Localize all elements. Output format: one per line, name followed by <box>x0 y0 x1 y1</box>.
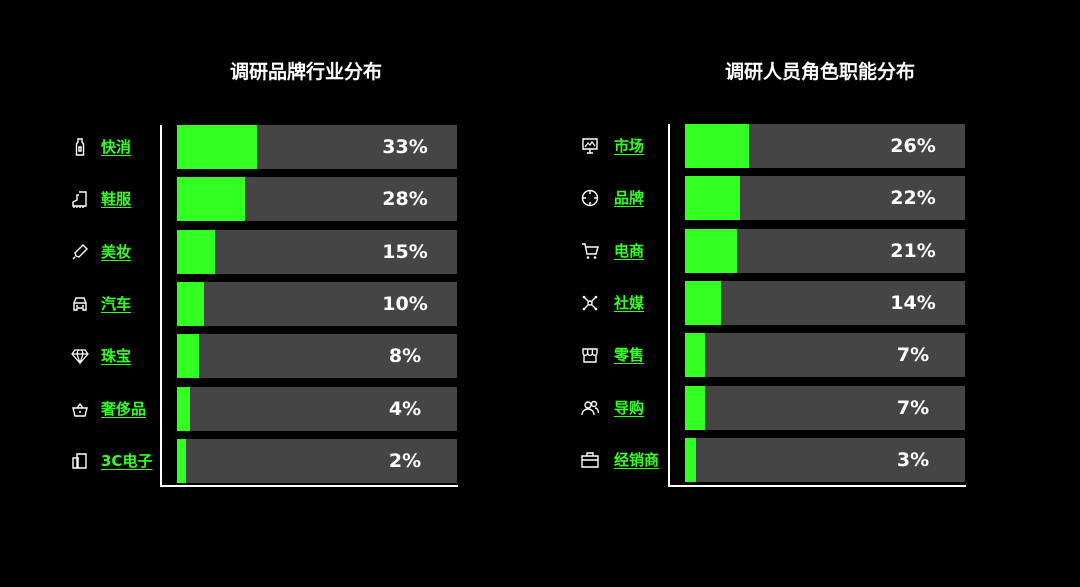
category-label[interactable]: 零售 <box>614 346 645 365</box>
category-label[interactable]: 品牌 <box>614 189 645 208</box>
bar-track: 21% <box>685 228 965 273</box>
bar-row: 珠宝 8% <box>0 334 1080 379</box>
bar-row: 快消 33% <box>0 125 1080 169</box>
category-label[interactable]: 奢侈品 <box>101 399 147 418</box>
category-label[interactable]: 快消 <box>101 138 132 156</box>
bar-track: 7% <box>685 333 965 378</box>
bar-track: 33% <box>177 125 457 169</box>
bar-fill <box>685 385 706 430</box>
bar-track: 3% <box>685 437 965 482</box>
category-label[interactable]: 鞋服 <box>101 190 132 209</box>
category-label[interactable]: 汽车 <box>101 294 132 313</box>
value-label: 7% <box>896 396 930 419</box>
store-icon <box>581 346 599 364</box>
bar-track: 15% <box>177 229 457 274</box>
value-label: 22% <box>890 187 936 210</box>
bar-row: 市场 26% <box>0 124 1080 168</box>
industry-chart: 调研品牌行业分布 快消 33% 鞋服 28% 美妆 15% 汽车 10% 珠宝 8% 奢侈品 4% 3C… <box>71 61 458 487</box>
bar-fill <box>685 280 722 325</box>
boot-icon <box>71 190 89 209</box>
bar-row: 社媒 14% <box>0 280 1080 325</box>
bar-fill <box>177 281 204 326</box>
chart-title: 调研人员角色职能分布 <box>725 61 916 83</box>
x-axis <box>668 485 966 487</box>
y-axis <box>160 125 162 487</box>
bar-row: 零售 7% <box>0 333 1080 378</box>
category-label[interactable]: 3C电子 <box>101 451 153 470</box>
bar-fill <box>177 438 186 483</box>
devices-icon <box>71 452 89 470</box>
bar-row: 品牌 22% <box>0 176 1080 221</box>
value-label: 8% <box>388 345 422 368</box>
y-axis <box>668 124 670 487</box>
briefcase-icon <box>581 451 599 469</box>
value-label: 33% <box>382 136 428 158</box>
x-axis <box>160 485 458 487</box>
category-label[interactable]: 经销商 <box>614 450 660 469</box>
bar-track: 28% <box>177 177 457 222</box>
value-label: 21% <box>890 239 936 262</box>
bar-row: 导购 7% <box>0 385 1080 430</box>
bar-track: 10% <box>177 281 457 326</box>
value-label: 2% <box>388 449 422 472</box>
bar-fill <box>177 125 257 169</box>
category-label[interactable]: 珠宝 <box>101 347 132 366</box>
bar-fill <box>685 176 740 221</box>
network-icon <box>581 294 599 312</box>
cart-icon <box>581 242 599 260</box>
bar-track: 22% <box>685 176 965 221</box>
category-label[interactable]: 美妆 <box>101 242 132 261</box>
bottle-icon <box>71 138 89 156</box>
chart-title: 调研品牌行业分布 <box>230 61 383 83</box>
value-label: 4% <box>388 397 422 420</box>
category-label[interactable]: 市场 <box>614 137 645 155</box>
monitor-chart-icon <box>581 137 599 155</box>
bar-row: 鞋服 28% <box>0 177 1080 222</box>
bar-track: 26% <box>685 124 965 168</box>
bar-row: 电商 21% <box>0 228 1080 273</box>
bar-track: 7% <box>685 385 965 430</box>
crosshair-icon <box>581 189 599 207</box>
bar-fill <box>685 333 706 378</box>
bar-row: 3C电子 2% <box>0 438 1080 483</box>
car-icon <box>71 295 89 313</box>
bar-fill <box>177 229 216 274</box>
category-label[interactable]: 导购 <box>614 398 645 417</box>
bar-fill <box>177 334 200 379</box>
bar-fill <box>177 177 246 222</box>
value-label: 3% <box>896 448 930 471</box>
value-label: 14% <box>890 291 936 314</box>
bar-fill <box>685 124 749 168</box>
bar-row: 奢侈品 4% <box>0 386 1080 431</box>
users-icon <box>581 399 599 417</box>
bar-fill <box>685 228 738 273</box>
bar-row: 汽车 10% <box>0 281 1080 326</box>
lipstick-icon <box>71 243 89 261</box>
bar-row: 经销商 3% <box>0 437 1080 482</box>
category-label[interactable]: 社媒 <box>614 293 645 312</box>
bar-track: 8% <box>177 334 457 379</box>
bar-fill <box>177 386 191 431</box>
bar-fill <box>685 437 696 482</box>
diamond-icon <box>71 347 89 366</box>
bar-row: 美妆 15% <box>0 229 1080 274</box>
bar-track: 14% <box>685 280 965 325</box>
value-label: 28% <box>382 188 428 211</box>
bar-track: 4% <box>177 386 457 431</box>
bar-track: 2% <box>177 438 457 483</box>
basket-icon <box>71 400 89 418</box>
category-label[interactable]: 电商 <box>614 241 645 260</box>
value-label: 10% <box>382 292 428 315</box>
value-label: 26% <box>890 135 936 157</box>
value-label: 15% <box>382 240 428 263</box>
value-label: 7% <box>896 344 930 367</box>
